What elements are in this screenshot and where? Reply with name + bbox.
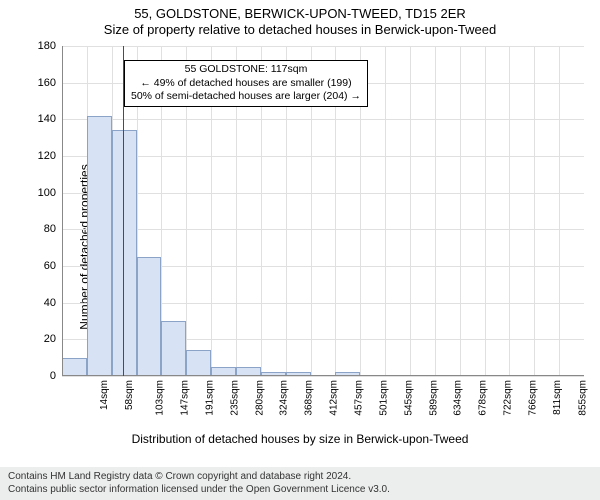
y-tick-label: 140 bbox=[24, 113, 62, 125]
histogram-bar bbox=[62, 358, 87, 376]
x-tick-label: 501sqm bbox=[378, 380, 389, 416]
x-tick-label: 14sqm bbox=[99, 380, 110, 410]
y-tick-label: 160 bbox=[24, 77, 62, 89]
vgridline bbox=[485, 46, 486, 376]
y-tick-label: 100 bbox=[24, 187, 62, 199]
y-tick-label: 20 bbox=[24, 333, 62, 345]
x-tick-label: 855sqm bbox=[577, 380, 588, 416]
gridline bbox=[62, 229, 584, 230]
x-tick-label: 324sqm bbox=[279, 380, 290, 416]
x-tick-label: 368sqm bbox=[304, 380, 315, 416]
histogram-bar bbox=[87, 116, 112, 376]
histogram-bar bbox=[186, 350, 211, 376]
vgridline bbox=[559, 46, 560, 376]
histogram-bar bbox=[161, 321, 186, 376]
histogram-bar bbox=[112, 130, 137, 376]
annotation-line: ← 49% of detached houses are smaller (19… bbox=[131, 77, 361, 91]
y-tick-label: 80 bbox=[24, 223, 62, 235]
x-tick-label: 457sqm bbox=[354, 380, 365, 416]
x-tick-label: 678sqm bbox=[478, 380, 489, 416]
y-tick-label: 40 bbox=[24, 297, 62, 309]
vgridline bbox=[410, 46, 411, 376]
annotation-line: 50% of semi-detached houses are larger (… bbox=[131, 90, 361, 104]
x-tick-label: 811sqm bbox=[552, 380, 563, 415]
x-tick-label: 103sqm bbox=[155, 380, 166, 416]
annotation-line: 55 GOLDSTONE: 117sqm bbox=[131, 63, 361, 77]
vgridline bbox=[385, 46, 386, 376]
gridline bbox=[62, 46, 584, 47]
y-tick-label: 60 bbox=[24, 260, 62, 272]
chart-container: Number of detached properties 0204060801… bbox=[0, 42, 600, 452]
footer-attribution: Contains HM Land Registry data © Crown c… bbox=[0, 467, 600, 500]
gridline bbox=[62, 376, 584, 377]
annotation-box: 55 GOLDSTONE: 117sqm← 49% of detached ho… bbox=[124, 60, 368, 107]
y-tick-label: 120 bbox=[24, 150, 62, 162]
x-tick-label: 634sqm bbox=[453, 380, 464, 416]
histogram-bar bbox=[137, 257, 162, 376]
y-tick-label: 0 bbox=[24, 370, 62, 382]
x-axis-label: Distribution of detached houses by size … bbox=[0, 432, 600, 446]
title-line-1: 55, GOLDSTONE, BERWICK-UPON-TWEED, TD15 … bbox=[0, 6, 600, 22]
x-tick-label: 412sqm bbox=[329, 380, 340, 416]
footer-line-2: Contains public sector information licen… bbox=[8, 484, 592, 497]
vgridline bbox=[509, 46, 510, 376]
y-tick-label: 180 bbox=[24, 40, 62, 52]
gridline bbox=[62, 156, 584, 157]
y-axis-line bbox=[62, 46, 63, 376]
vgridline bbox=[435, 46, 436, 376]
x-tick-label: 58sqm bbox=[124, 380, 135, 410]
title-line-2: Size of property relative to detached ho… bbox=[0, 22, 600, 38]
x-tick-label: 766sqm bbox=[528, 380, 539, 416]
x-tick-label: 147sqm bbox=[180, 380, 191, 416]
vgridline bbox=[460, 46, 461, 376]
x-tick-label: 722sqm bbox=[503, 380, 514, 416]
chart-title-block: 55, GOLDSTONE, BERWICK-UPON-TWEED, TD15 … bbox=[0, 0, 600, 39]
x-tick-label: 545sqm bbox=[403, 380, 414, 416]
x-tick-label: 280sqm bbox=[254, 380, 265, 416]
x-tick-label: 191sqm bbox=[204, 380, 215, 416]
gridline bbox=[62, 119, 584, 120]
x-axis-line bbox=[62, 375, 584, 376]
plot-area: 02040608010012014016018014sqm58sqm103sqm… bbox=[62, 46, 584, 376]
x-tick-label: 589sqm bbox=[428, 380, 439, 416]
vgridline bbox=[534, 46, 535, 376]
gridline bbox=[62, 193, 584, 194]
footer-line-1: Contains HM Land Registry data © Crown c… bbox=[8, 471, 592, 484]
x-tick-label: 235sqm bbox=[229, 380, 240, 416]
